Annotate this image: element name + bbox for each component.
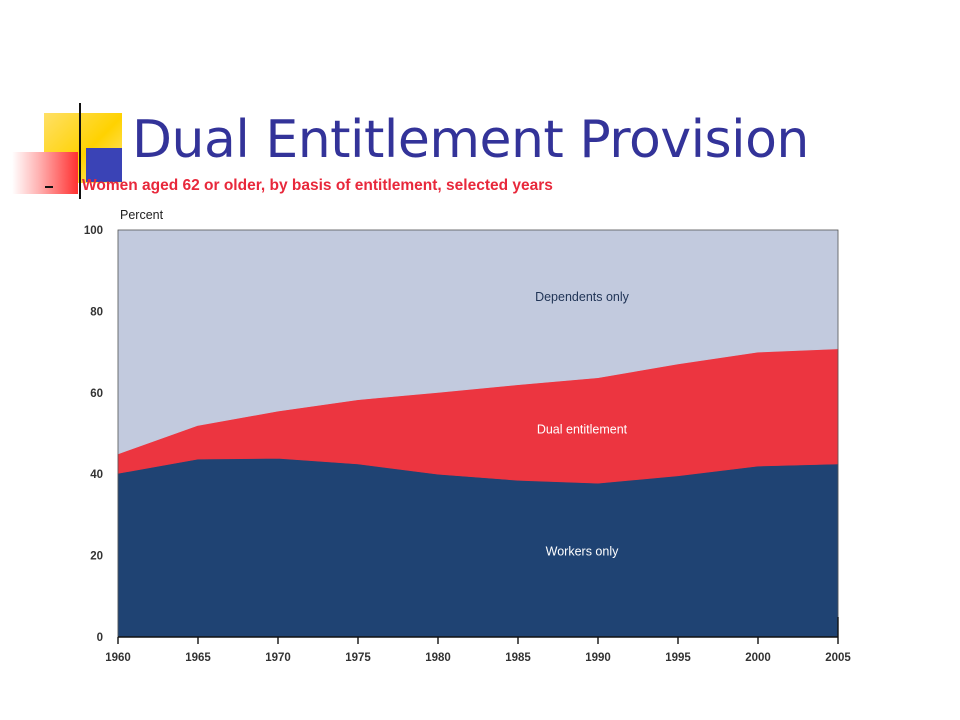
x-tick-label: 1995 xyxy=(665,652,691,664)
chart-axes xyxy=(117,229,839,644)
chart-labels: 1960 1965 1970 1975 1980 1985 1990 1995 2000 2005… xyxy=(84,208,852,664)
x-tick-label: 1975 xyxy=(345,652,371,664)
decorative-blue-square xyxy=(86,148,122,182)
decorative-vertical-line xyxy=(79,103,81,199)
x-tick-label: 1985 xyxy=(505,652,531,664)
x-tick-label: 2000 xyxy=(745,652,771,664)
area-workers-only xyxy=(117,457,839,638)
y-tick-label: 100 xyxy=(84,225,103,237)
x-tick-label: 2005 xyxy=(825,652,851,664)
decorative-bullet-dash xyxy=(45,186,53,188)
chart-subtitle: Women aged 62 or older, by basis of enti… xyxy=(82,177,553,194)
series-label-workers-only: Workers only xyxy=(546,545,619,559)
y-tick-label: 40 xyxy=(90,469,103,481)
x-tick-label: 1970 xyxy=(265,652,291,664)
series-label-dependents-only: Dependents only xyxy=(535,290,630,304)
y-tick-label: 20 xyxy=(90,551,103,563)
y-tick-label: 0 xyxy=(97,632,103,644)
series-label-dual-entitlement: Dual entitlement xyxy=(537,423,628,437)
x-tick-label: 1980 xyxy=(425,652,451,664)
x-tick-label: 1990 xyxy=(585,652,611,664)
y-tick-label: 60 xyxy=(90,388,103,400)
x-tick-label: 1960 xyxy=(105,652,131,664)
y-tick-label: 80 xyxy=(90,306,103,318)
x-tick-label: 1965 xyxy=(185,652,211,664)
chart-areas xyxy=(117,229,839,638)
y-axis-label: Percent xyxy=(120,208,164,222)
slide-title: Dual Entitlement Provision xyxy=(132,110,809,170)
